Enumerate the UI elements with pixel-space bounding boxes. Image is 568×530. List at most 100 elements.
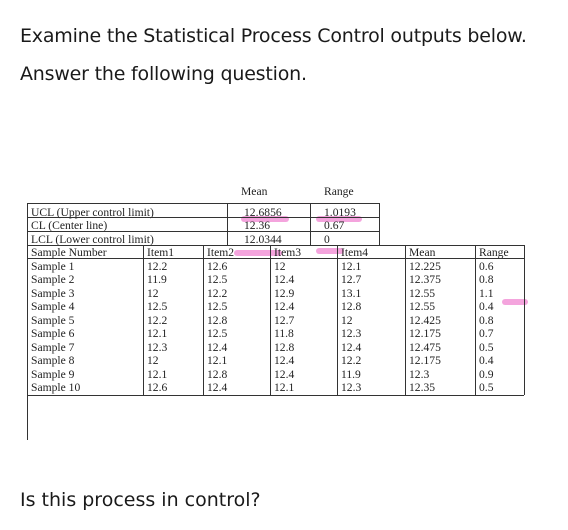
sample-mean: 12.425 [409, 313, 441, 327]
sample-range: 0.6 [479, 259, 494, 273]
sample-item-value: 12.1 [274, 381, 295, 394]
sample-item-value: 11.8 [274, 327, 294, 340]
sample-mean: 12.225 [409, 259, 441, 273]
sample-item-value: 12.1 [207, 354, 228, 367]
sample-header-rule [27, 258, 524, 259]
sample-item-value: 12.5 [207, 327, 228, 340]
sample-item-value: 12.2 [147, 259, 168, 273]
sample-item-value: 12.8 [274, 340, 295, 354]
table-vertical-rule [203, 245, 204, 395]
sample-item-value: 12.6 [207, 259, 228, 273]
sample-item-value: 12 [147, 286, 159, 300]
sample-item-value: 12.4 [207, 340, 228, 354]
sample-mean: 12.175 [409, 327, 441, 340]
sample-item-value: 12.1 [341, 259, 362, 273]
table-vertical-rule [227, 203, 228, 245]
sample-item-value: 12.8 [207, 367, 228, 381]
sample-item-value: 12.7 [341, 273, 362, 286]
sample-table-top-rule [27, 245, 524, 246]
sample-table-header: Item1 [147, 246, 175, 259]
sample-item-value: 12.9 [274, 286, 295, 300]
control-limit-label: LCL (Lower control limit) [31, 233, 154, 246]
control-limit-range: 0 [324, 233, 330, 246]
sample-range: 0.5 [479, 340, 494, 354]
sample-item-value: 12.3 [341, 381, 362, 394]
sample-item-value: 12.4 [207, 381, 228, 394]
sample-item-value: 12.5 [207, 300, 228, 313]
ucl-range-highlight [316, 216, 362, 222]
sample-item-value: 12.8 [207, 313, 228, 327]
sample-item-value: 12.2 [341, 354, 362, 367]
sample-item-value: 12.3 [341, 327, 362, 340]
sample-item-value: 11.9 [147, 273, 167, 286]
sample-range: 0.8 [479, 313, 494, 327]
lcl-range-highlight [316, 248, 344, 254]
sample-item-value: 12 [341, 313, 353, 327]
sample-range: 0.5 [479, 381, 494, 394]
table-vertical-rule [270, 245, 271, 395]
table-vertical-rule [310, 203, 311, 245]
sample-table-header: Mean [409, 246, 436, 259]
control-limit-mean: 12.6856 [244, 206, 282, 219]
control-limit-mean: 12.36 [244, 219, 271, 232]
ucl-mean-highlight [241, 216, 289, 222]
lcl-mean-highlight [234, 250, 282, 256]
table-vertical-rule [405, 245, 406, 395]
sample-number: Sample 10 [31, 381, 81, 394]
sample-range: 0.7 [479, 327, 494, 340]
sample-item-value: 12.1 [147, 367, 168, 381]
sample-table-header: Item2 [207, 246, 235, 259]
sample-item-value: 12.7 [274, 313, 295, 327]
sample-range: 0.8 [479, 273, 494, 286]
sample-mean: 12.55 [409, 300, 436, 313]
sample-range: 0.9 [479, 367, 494, 381]
sample-item-value: 12.5 [207, 273, 228, 286]
control-limit-label: CL (Center line) [31, 219, 108, 232]
control-limit-range: 0.67 [324, 219, 345, 232]
sample-number: Sample 2 [31, 273, 75, 286]
sample-number: Sample 9 [31, 367, 75, 381]
table-right-rule [524, 245, 525, 395]
sample-number: Sample 1 [31, 259, 75, 273]
sample-number: Sample 7 [31, 340, 75, 354]
sample-item-value: 12.4 [274, 367, 295, 381]
sample-range: 0.4 [479, 300, 494, 313]
sample-table-header: Item4 [341, 246, 369, 259]
sample-table-header: Item3 [274, 246, 302, 259]
sample-item-value: 12.4 [274, 300, 295, 313]
sample-number: Sample 6 [31, 327, 75, 340]
sample-item-value: 12.3 [147, 340, 168, 354]
table-vertical-rule [475, 245, 476, 395]
sample-mean: 12.35 [409, 381, 436, 394]
sample-item-value: 13.1 [341, 286, 362, 300]
question-text: Is this process in control? [20, 489, 261, 511]
sample-item-value: 12.2 [147, 313, 168, 327]
sample-item-value: 12 [147, 354, 159, 367]
sample-item-value: 12.5 [147, 300, 168, 313]
table-vertical-rule [337, 245, 338, 395]
instruction-line-1: Examine the Statistical Process Control … [20, 25, 527, 47]
sample-item-value: 12.4 [274, 273, 295, 286]
spc-output-table: Mean Range UCL (Upper control limit) 12.685… [27, 183, 528, 440]
sample-table-header: Sample Number [31, 246, 107, 259]
range-column-header: Range [324, 185, 354, 198]
sample-number: Sample 4 [31, 300, 75, 313]
table-bottom-rule [27, 395, 524, 396]
sample-number: Sample 3 [31, 286, 75, 300]
sample-mean: 12.3 [409, 367, 430, 381]
sample-item-value: 12.2 [207, 286, 228, 300]
control-limit-range: 1.0193 [324, 206, 356, 219]
sample-mean: 12.55 [409, 286, 436, 300]
mean-column-header: Mean [241, 185, 268, 198]
sample-item-value: 12.6 [147, 381, 168, 394]
sample-item-value: 12.4 [274, 354, 295, 367]
table-horizontal-rule [27, 231, 379, 232]
sample-mean: 12.475 [409, 340, 441, 354]
sample-table-header: Range [479, 246, 509, 259]
table-vertical-rule [143, 245, 144, 395]
sample-mean: 12.175 [409, 354, 441, 367]
control-limit-mean: 12.0344 [244, 233, 282, 246]
sample-mean: 12.375 [409, 273, 441, 286]
sample-item-value: 12.4 [341, 340, 362, 354]
sample-item-value: 11.9 [341, 367, 361, 381]
